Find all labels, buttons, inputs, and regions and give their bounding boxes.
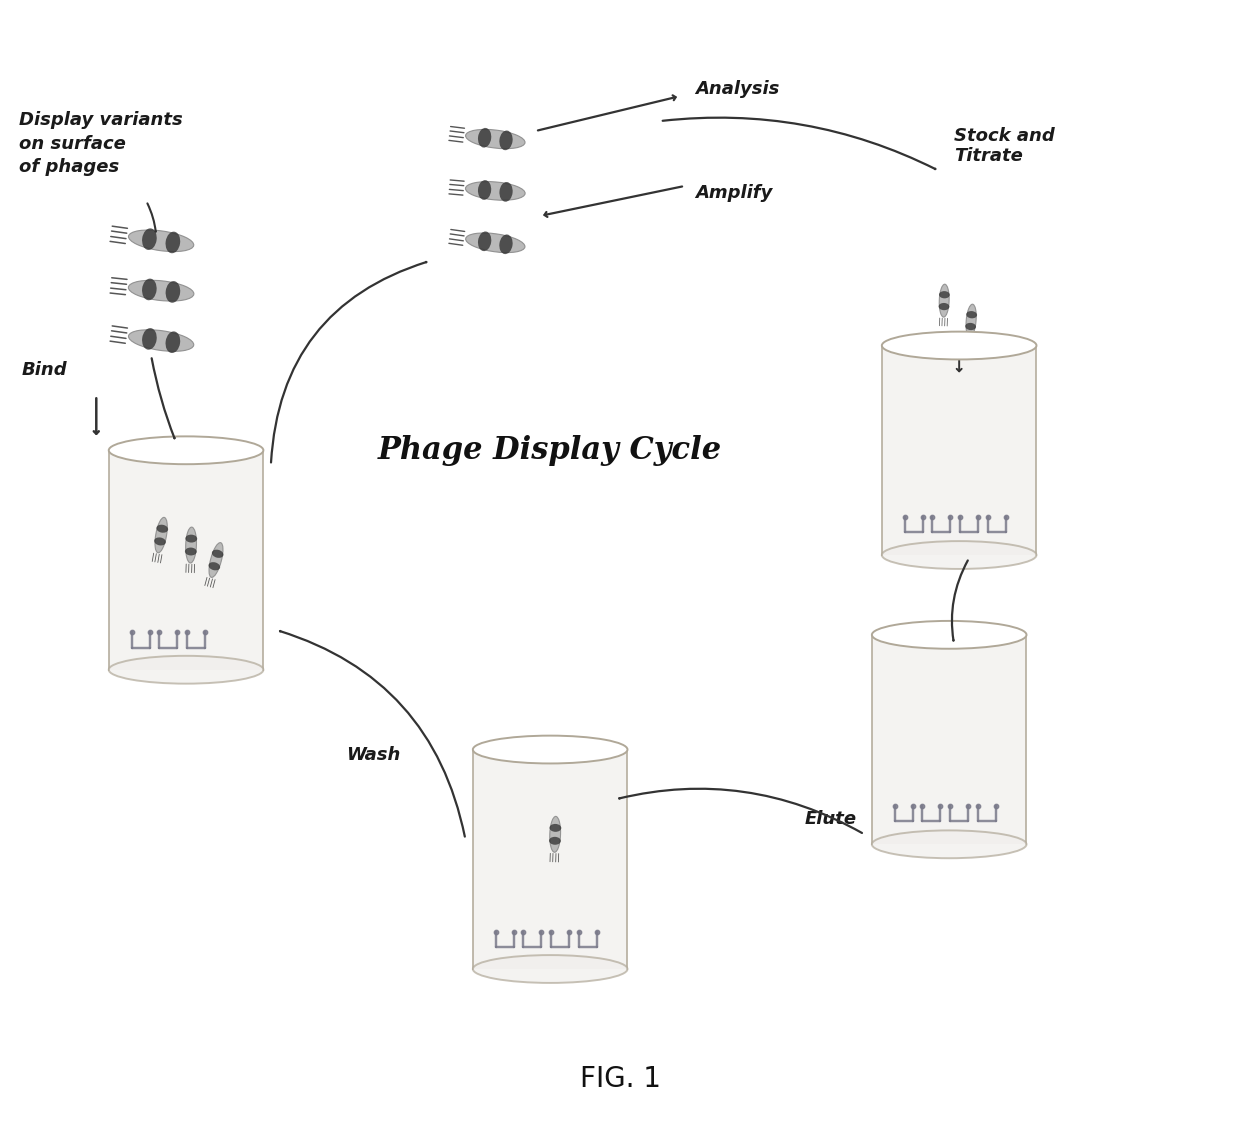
Ellipse shape [939,303,950,311]
Ellipse shape [143,228,156,250]
Text: Phage Display Cycle: Phage Display Cycle [378,435,722,466]
Ellipse shape [210,542,223,577]
Ellipse shape [549,824,562,832]
Ellipse shape [109,436,263,464]
FancyArrowPatch shape [151,358,175,438]
Ellipse shape [872,620,1027,649]
Text: Bind: Bind [21,362,67,380]
Ellipse shape [129,280,193,301]
Ellipse shape [500,234,512,254]
Ellipse shape [472,736,627,764]
FancyArrowPatch shape [619,789,862,833]
Text: Amplify: Amplify [694,184,773,202]
Ellipse shape [165,331,180,353]
FancyArrowPatch shape [662,118,935,170]
Ellipse shape [185,548,197,556]
Ellipse shape [129,330,193,351]
Ellipse shape [186,527,196,563]
Ellipse shape [466,233,525,253]
Bar [872,635,1027,844]
Ellipse shape [472,955,627,983]
Ellipse shape [154,538,166,546]
Text: Wash: Wash [346,746,401,764]
Ellipse shape [477,128,491,148]
Ellipse shape [465,130,525,149]
FancyArrowPatch shape [272,262,427,462]
Text: Elute: Elute [805,810,857,828]
FancyArrowPatch shape [148,203,156,232]
Ellipse shape [208,562,221,571]
Ellipse shape [165,232,180,253]
Text: Analysis: Analysis [694,80,779,98]
Ellipse shape [185,534,197,542]
Ellipse shape [109,655,263,684]
Text: Stock and
Titrate: Stock and Titrate [954,127,1055,165]
Text: FIG. 1: FIG. 1 [579,1064,661,1093]
Text: Display variants
on surface
of phages: Display variants on surface of phages [20,111,184,176]
Ellipse shape [500,131,512,150]
Ellipse shape [882,541,1037,568]
FancyArrowPatch shape [280,631,465,836]
Ellipse shape [549,837,560,845]
Ellipse shape [872,831,1027,858]
Ellipse shape [939,285,949,318]
Ellipse shape [965,323,976,330]
Ellipse shape [966,311,977,319]
Bar [109,450,263,670]
Ellipse shape [155,518,167,553]
Ellipse shape [477,180,491,200]
Ellipse shape [156,524,169,532]
Ellipse shape [549,816,560,852]
Bar [472,749,627,970]
FancyArrowPatch shape [952,560,967,641]
Ellipse shape [939,292,950,298]
Ellipse shape [143,279,156,301]
Ellipse shape [465,182,525,200]
Ellipse shape [882,331,1037,359]
Ellipse shape [212,549,223,558]
Ellipse shape [129,231,193,252]
Ellipse shape [966,304,976,337]
Bar [882,346,1037,555]
Ellipse shape [500,182,512,202]
Ellipse shape [477,232,491,251]
Ellipse shape [143,328,156,349]
Ellipse shape [166,281,180,303]
